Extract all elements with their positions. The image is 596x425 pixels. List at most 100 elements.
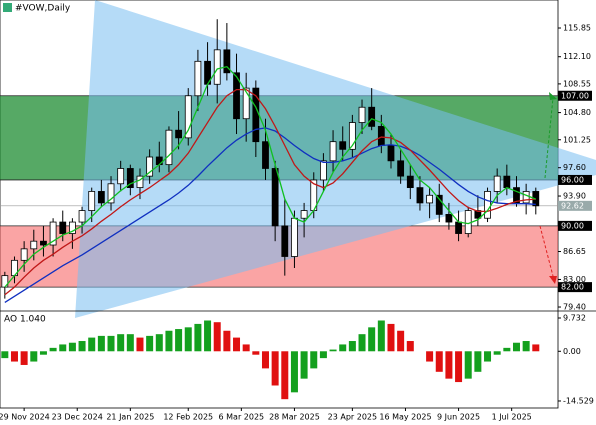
candle-body xyxy=(194,60,202,97)
candle-body xyxy=(320,160,327,181)
ao-bar xyxy=(165,330,173,352)
moving-average xyxy=(4,88,536,296)
ao-bar xyxy=(242,344,250,352)
ao-bar xyxy=(271,351,279,386)
candle-body xyxy=(117,168,125,185)
candle-body xyxy=(474,210,482,219)
ao-bar xyxy=(30,351,38,362)
ao-bar xyxy=(377,320,385,352)
candle-body xyxy=(223,49,231,74)
last-price-bg xyxy=(558,200,592,211)
level-label-bg xyxy=(558,90,592,101)
ao-bar xyxy=(300,351,308,379)
ao-bar xyxy=(117,334,125,352)
ao-bar xyxy=(184,327,192,352)
ao-bar xyxy=(107,335,115,352)
candle-body xyxy=(493,175,501,192)
candle-body xyxy=(136,175,144,189)
ao-bar xyxy=(175,329,183,352)
candle-body xyxy=(387,145,395,162)
candle-body xyxy=(184,95,192,139)
last-price-label: 92.62 xyxy=(561,201,584,210)
ao-bar xyxy=(194,323,202,352)
ao-bar xyxy=(358,334,366,352)
candle-body xyxy=(40,240,47,246)
candle-body xyxy=(281,225,289,257)
candle-body xyxy=(126,168,134,189)
candle-body xyxy=(175,129,182,139)
indicator-title: AO 1.040 xyxy=(4,315,46,325)
ao-bar xyxy=(39,351,47,355)
ao-bar xyxy=(223,330,231,352)
arrow-head xyxy=(549,276,557,284)
candle-body xyxy=(107,183,115,204)
y-tick-label: 97.60 xyxy=(563,163,586,172)
ao-bar xyxy=(484,351,492,362)
ao-bar xyxy=(493,351,501,355)
ao-bar xyxy=(146,335,154,352)
ao-bar xyxy=(68,342,76,352)
ao-bar xyxy=(136,337,144,352)
moving-average xyxy=(4,65,537,288)
symbol-icon xyxy=(3,3,12,12)
ao-bar xyxy=(522,341,530,352)
candle-body xyxy=(426,194,434,204)
x-tick-label: 6 Mar 2025 xyxy=(219,413,265,422)
x-tick-label: 28 Mar 2025 xyxy=(269,413,320,422)
candle-body xyxy=(445,214,453,223)
ao-bar xyxy=(503,347,511,352)
y-tick-label: 9.732 xyxy=(563,313,586,322)
y-tick-label: 79.40 xyxy=(563,303,586,312)
y-tick-label: 108.55 xyxy=(563,79,591,88)
candle-body xyxy=(49,221,57,246)
y-tick-label: 83.00 xyxy=(563,275,586,284)
candle-body xyxy=(20,248,28,261)
ao-bar xyxy=(455,351,463,383)
level-label-bg xyxy=(558,282,592,293)
ao-bar xyxy=(348,341,356,352)
ao-bar xyxy=(532,344,540,352)
ao-bar xyxy=(252,351,260,355)
ao-bar xyxy=(10,351,18,362)
target-arrow-up xyxy=(544,97,554,179)
y-tick-label: 101.25 xyxy=(563,135,591,144)
candle-body xyxy=(88,191,96,211)
candle-body xyxy=(262,141,269,169)
ao-bar xyxy=(310,351,318,369)
ao-bar xyxy=(397,330,405,352)
level-label-bg xyxy=(558,174,592,185)
ao-bar xyxy=(512,342,520,352)
candle-body xyxy=(213,49,221,85)
ao-bar xyxy=(290,351,298,393)
ao-bar xyxy=(20,351,28,365)
ao-bar xyxy=(474,351,482,372)
candle-body xyxy=(348,122,356,150)
candle-body xyxy=(358,106,366,123)
level-label-bg xyxy=(558,220,592,231)
ao-bar xyxy=(445,351,453,379)
ao-bar xyxy=(339,344,347,352)
chart-title: #VOW,Daily xyxy=(15,4,71,14)
ao-bar xyxy=(126,334,134,352)
candle-body xyxy=(503,175,511,189)
x-tick-label: 16 May 2025 xyxy=(379,413,431,422)
y-tick-label: 0.00 xyxy=(563,347,581,356)
level-label: 96.00 xyxy=(561,175,584,184)
y-tick-label: 115.85 xyxy=(563,24,591,33)
level-label: 82.00 xyxy=(561,283,584,292)
candle-body xyxy=(59,221,67,234)
x-tick-label: 12 Feb 2025 xyxy=(163,413,213,422)
x-tick-label: 1 Jul 2025 xyxy=(492,413,532,422)
target-arrow-down xyxy=(539,225,554,277)
candle-body xyxy=(416,187,424,204)
candle-body xyxy=(484,191,491,219)
ao-bar xyxy=(319,351,327,359)
level-label: 107.00 xyxy=(561,91,589,100)
ao-bar xyxy=(97,335,105,352)
ao-bar xyxy=(435,351,443,372)
candle-body xyxy=(271,168,279,227)
candle-body xyxy=(233,72,240,120)
candle-body xyxy=(146,156,154,177)
y-tick-label: 93.90 xyxy=(563,192,586,201)
